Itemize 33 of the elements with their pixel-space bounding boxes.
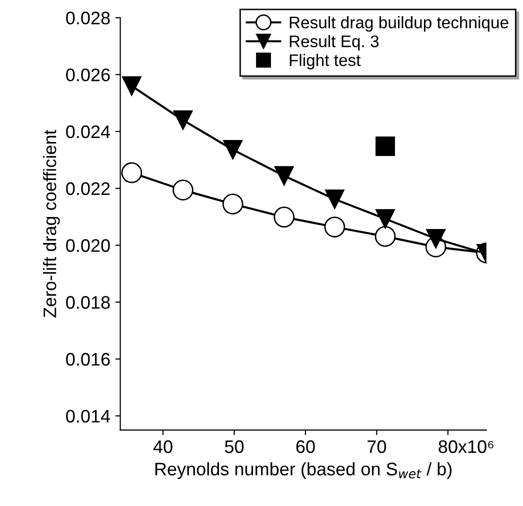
point (324, 216, 346, 238)
x-tick-label: 70 (368, 440, 386, 454)
y-tick-label: 0.024 (66, 125, 110, 138)
point (274, 166, 294, 186)
y-tick-label: 0.014 (66, 410, 110, 423)
y-tick-label: 0.020 (66, 239, 110, 252)
point (374, 226, 396, 247)
x-axis-title: Reynolds number (based on S$_{wet}$ / b) (155, 462, 452, 480)
y-tick-label: 0.018 (66, 296, 110, 309)
point (426, 228, 446, 248)
point (121, 162, 142, 184)
point (223, 140, 243, 160)
legend-label: Result drag buildup technique (290, 16, 508, 32)
x-tick-label: 80 (438, 440, 458, 454)
point (173, 110, 193, 130)
point (172, 180, 194, 200)
point (376, 136, 395, 156)
point (222, 194, 244, 214)
legend-label: Flight test (290, 54, 361, 70)
x-tick-label: 40 (153, 440, 172, 454)
point (324, 189, 344, 209)
point (376, 209, 395, 229)
point (122, 76, 142, 96)
x-tick-label: 60 (296, 440, 315, 454)
legend-label: Result Eq. 3 (290, 35, 379, 51)
x-tick-label: 50 (224, 440, 244, 454)
y-axis-title: Zero-lift drag coefficient (43, 130, 60, 318)
text: x10⁶ (458, 440, 494, 454)
y-tick-label: 0.022 (66, 182, 110, 196)
point (274, 206, 295, 228)
y-tick-label: 0.016 (66, 352, 110, 366)
y-tick-label: 0.026 (66, 68, 110, 82)
y-tick-label: 0.028 (66, 12, 110, 24)
